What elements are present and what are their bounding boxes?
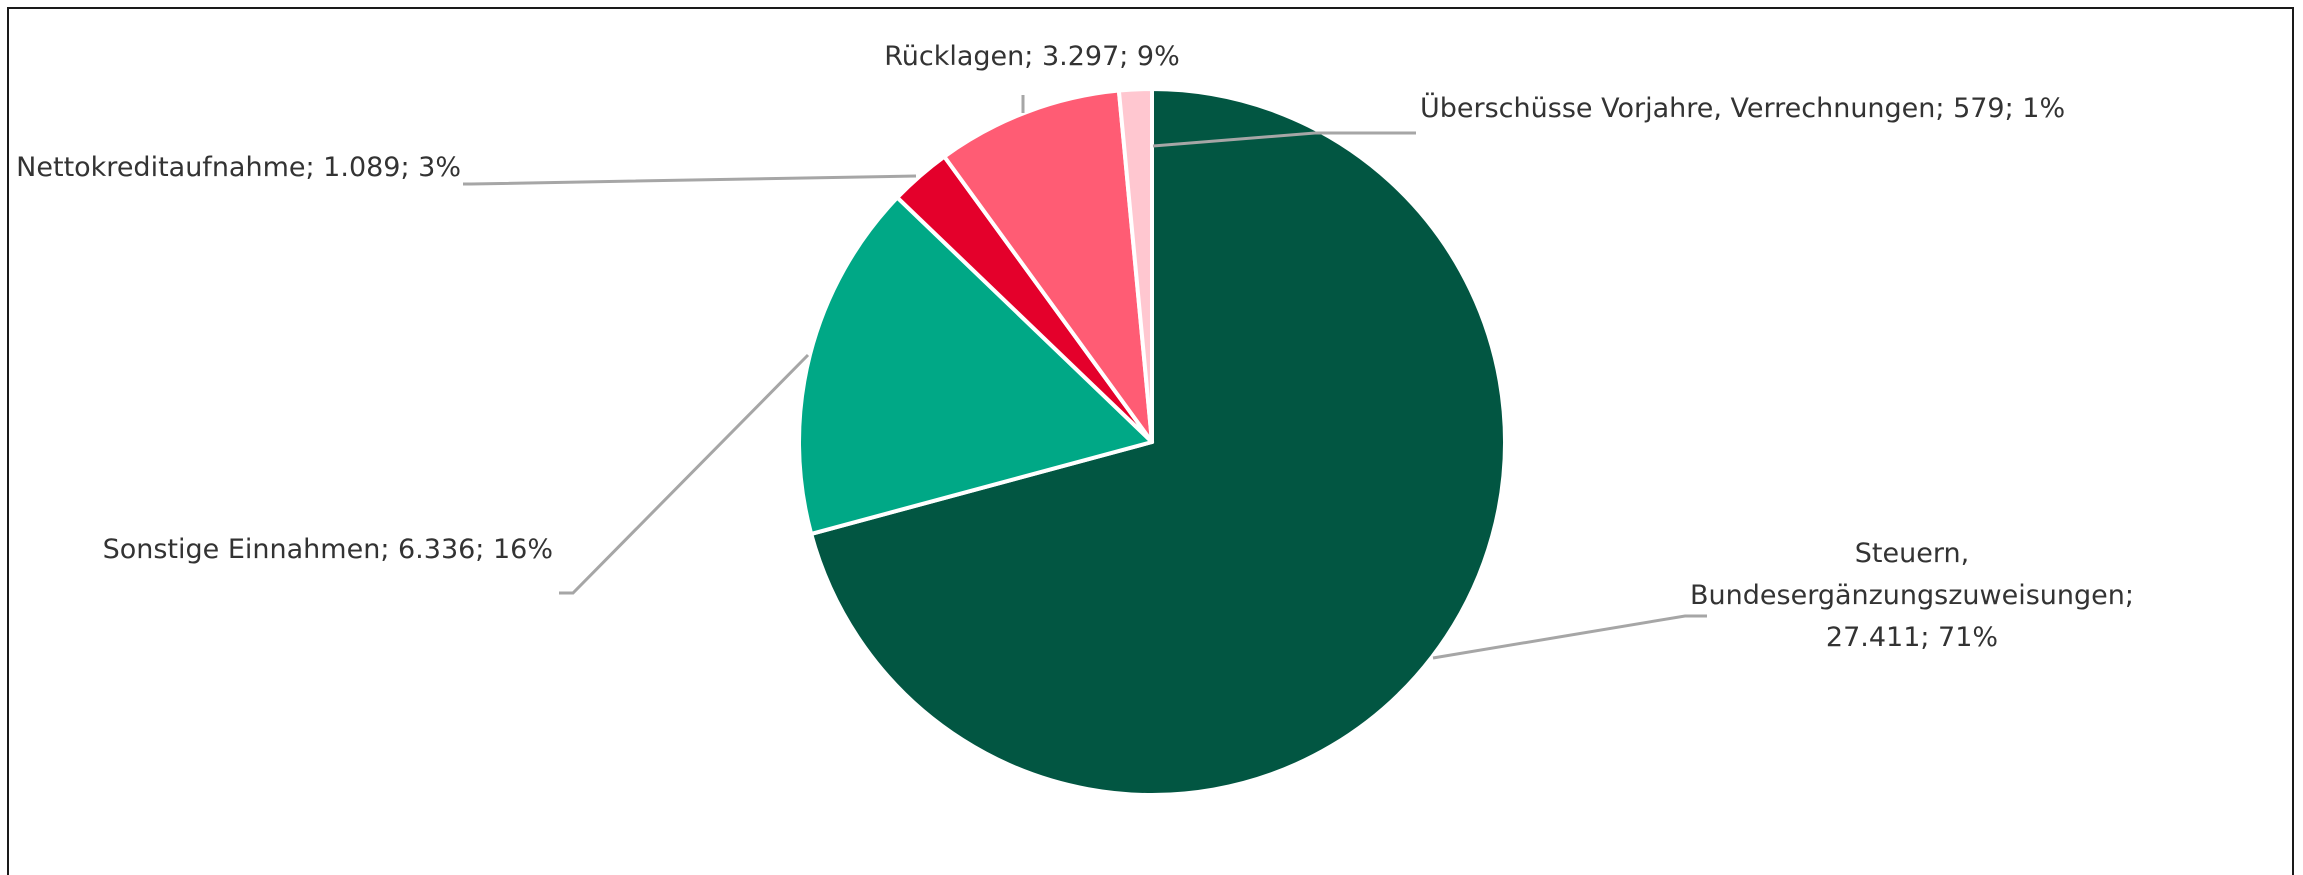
pie-slice [797,195,1154,536]
leader-lines [463,95,1707,660]
pie-slice [942,88,1154,444]
slice-label-line: Nettokreditaufnahme; 1.089; 3% [16,152,461,183]
slice-label-line: Bundesergänzungszuweisungen; [1690,580,2134,611]
slice-data-label: Überschüsse Vorjahre, Verrechnungen; 579… [1420,92,2065,124]
leader-line [1432,614,1707,660]
leader-line [559,353,810,595]
slice-labels: Steuern, Bundesergänzungszuweisungen; 27.4… [16,41,2134,653]
pie-slice [1116,87,1154,444]
pie-slices [797,87,1507,797]
leader-line [463,174,917,186]
slice-label-line: Überschüsse Vorjahre, Verrechnungen; 579… [1420,92,2065,124]
slice-data-label: Nettokreditaufnahme; 1.089; 3% [16,152,461,183]
slice-data-label: Steuern, Bundesergänzungszuweisungen; 27.4… [1690,538,2134,653]
slice-data-label: Sonstige Einnahmen; 6.336; 16% [103,534,553,565]
leader-line [1152,131,1416,148]
slice-label-line: Steuern, [1855,538,1969,569]
slice-label-line: Sonstige Einnahmen; 6.336; 16% [103,534,553,565]
pie-slice [809,87,1507,797]
slice-label-line: Rücklagen; 3.297; 9% [884,41,1180,72]
slice-data-label: Rücklagen; 3.297; 9% [884,41,1180,72]
slice-label-line: 27.411; 71% [1826,622,1998,653]
